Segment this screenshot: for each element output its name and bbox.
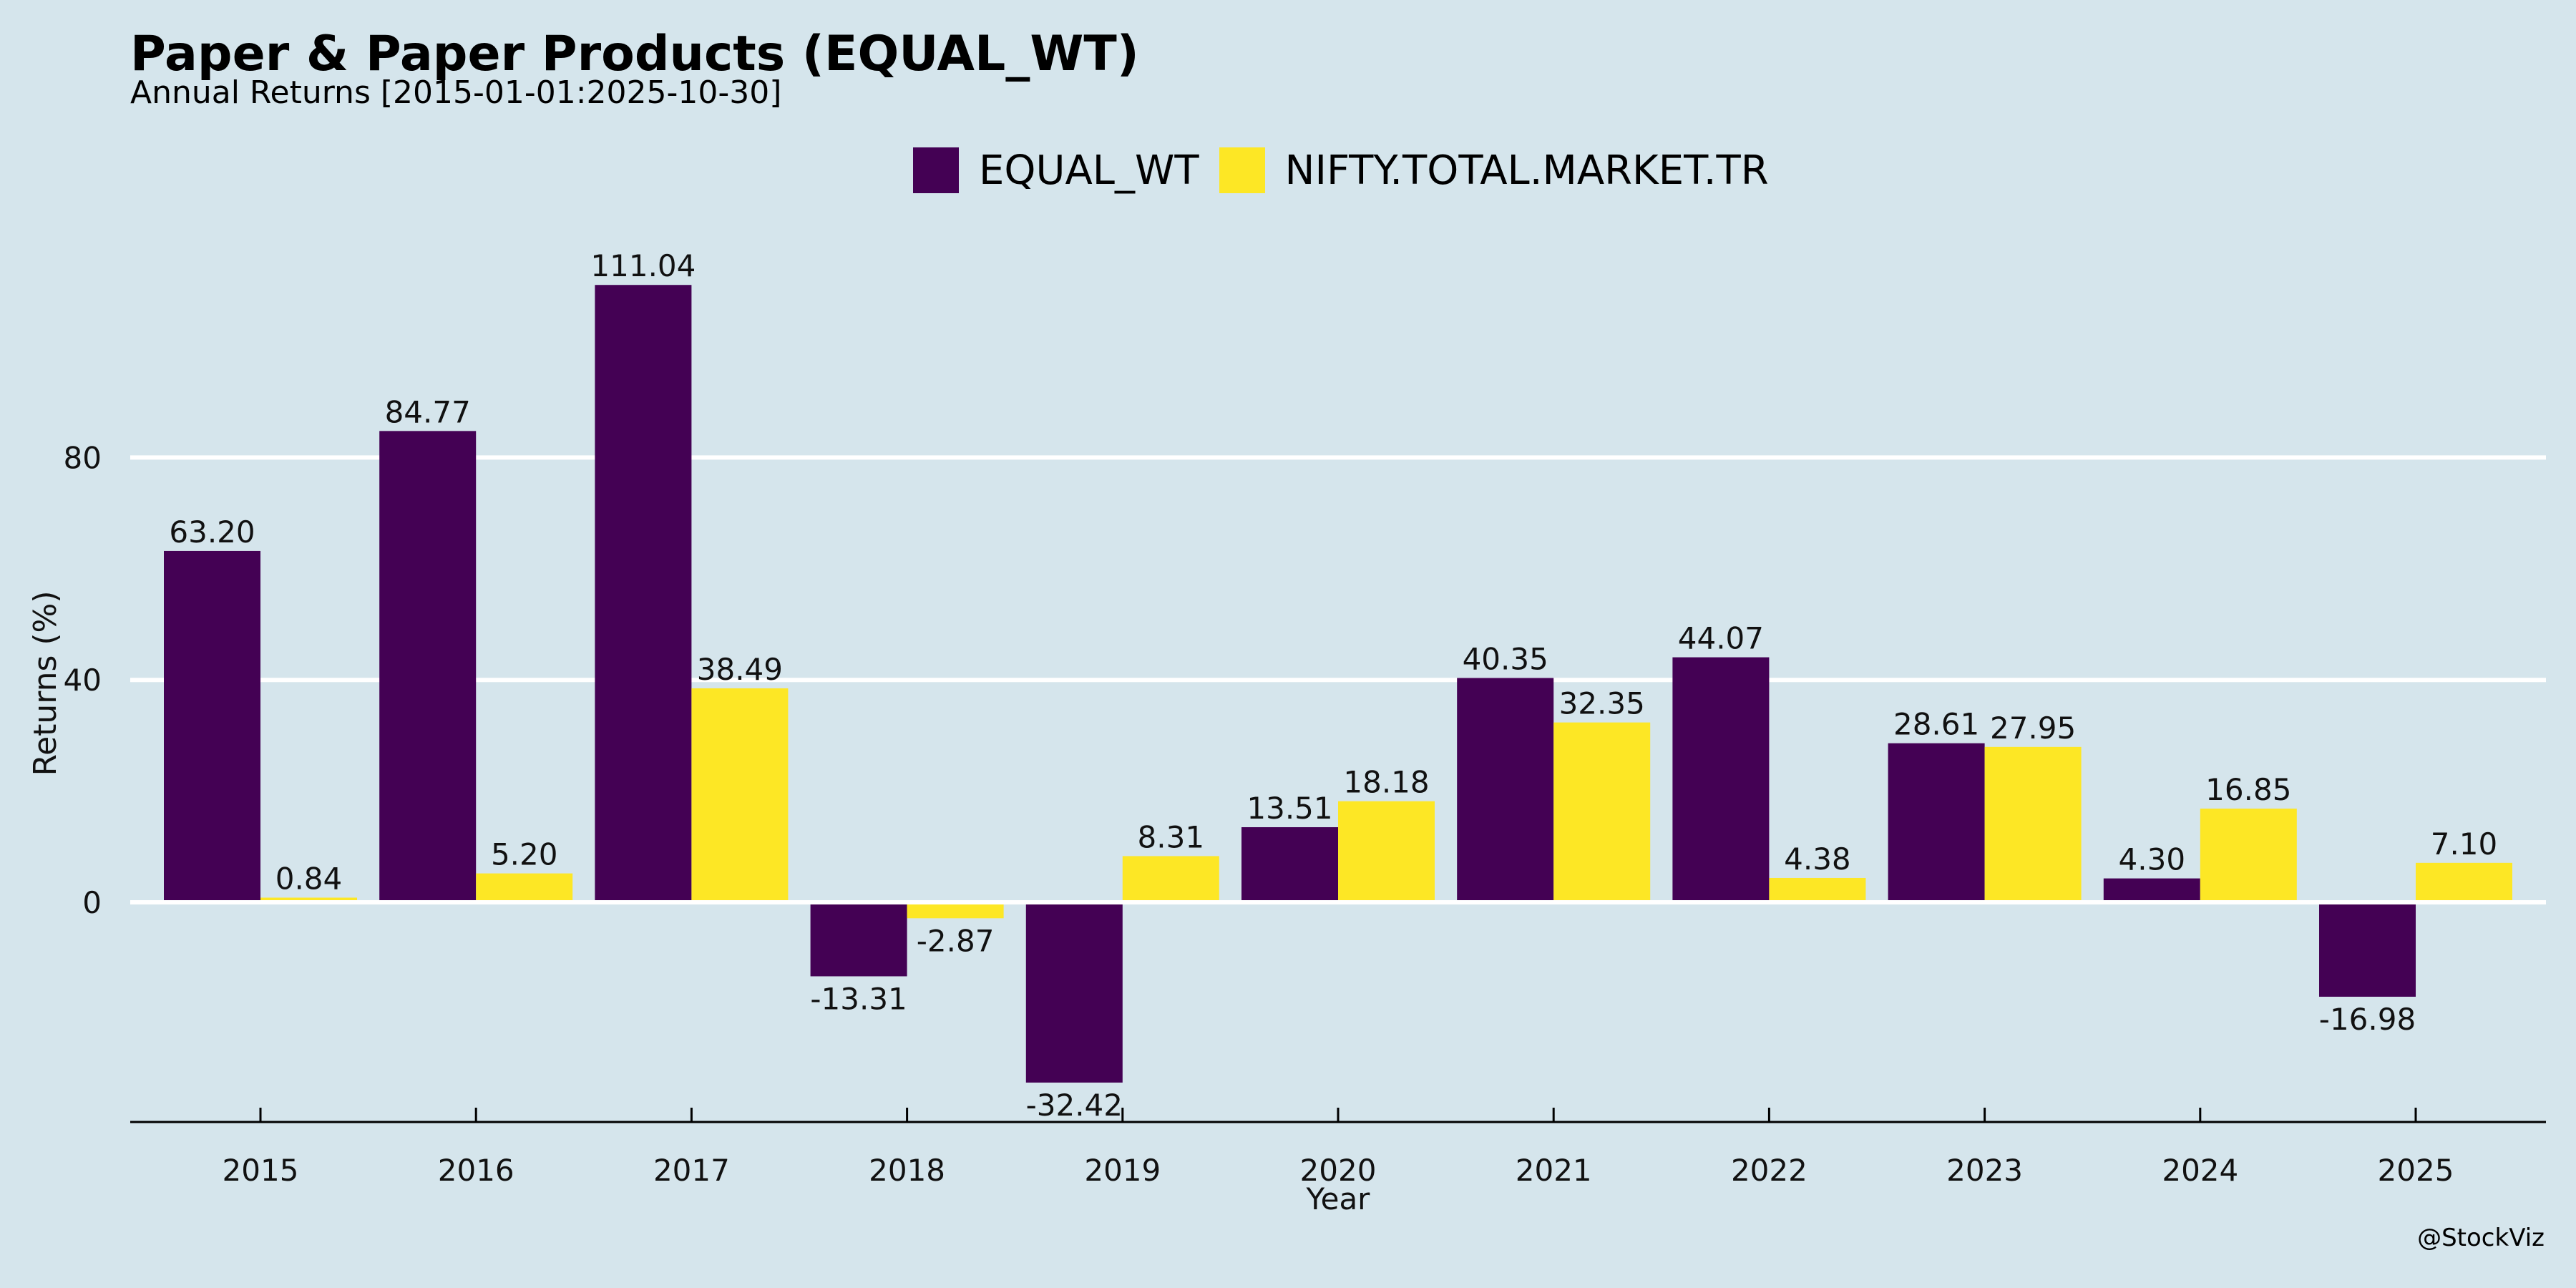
data-label-equal-wt: 84.77 (385, 394, 471, 429)
bar-nifty (1553, 722, 1651, 902)
bar-equal-wt (379, 431, 477, 902)
data-label-equal-wt: 111.04 (590, 248, 696, 283)
data-label-equal-wt: 40.35 (1463, 641, 1548, 676)
data-label-nifty: 4.38 (1784, 841, 1851, 877)
bar-equal-wt (595, 285, 692, 902)
data-label-equal-wt: 63.20 (169, 514, 255, 550)
data-label-nifty: 16.85 (2205, 772, 2291, 807)
legend-swatch-equal-wt (913, 147, 959, 193)
x-tick-label: 2017 (653, 1153, 730, 1188)
bar-equal-wt (164, 550, 260, 902)
chart-title: Paper & Paper Products (EQUAL_WT) (130, 26, 1139, 82)
y-tick-label: 0 (82, 885, 102, 920)
data-label-equal-wt: 4.30 (2119, 842, 2186, 877)
y-tick-label: 80 (64, 440, 102, 475)
bar-equal-wt (810, 902, 907, 977)
legend-label-nifty: NIFTY.TOTAL.MARKET.TR (1284, 147, 1769, 194)
legend-label-equal-wt: EQUAL_WT (979, 147, 1199, 194)
legend-item-nifty: NIFTY.TOTAL.MARKET.TR (1219, 147, 1769, 194)
bar-equal-wt (1025, 902, 1123, 1083)
bar-equal-wt (1672, 657, 1770, 902)
data-label-equal-wt: -32.42 (1026, 1088, 1123, 1123)
x-tick-label: 2022 (1731, 1153, 1807, 1188)
data-label-nifty: 18.18 (1343, 765, 1429, 800)
data-label-nifty: 38.49 (697, 652, 783, 687)
bar-nifty (2416, 862, 2512, 902)
data-label-nifty: 8.31 (1138, 819, 1205, 854)
legend-swatch-nifty (1219, 147, 1265, 193)
data-label-equal-wt: -16.98 (2319, 1002, 2416, 1037)
data-label-equal-wt: 28.61 (1893, 707, 1979, 742)
bar-nifty (2200, 809, 2297, 902)
data-label-equal-wt: -13.31 (810, 981, 907, 1016)
x-tick-label: 2016 (438, 1153, 514, 1188)
data-label-equal-wt: 13.51 (1246, 791, 1332, 826)
y-axis-title: Returns (%) (27, 590, 64, 776)
data-label-nifty: 0.84 (275, 861, 343, 896)
bar-equal-wt (1888, 743, 1985, 902)
x-tick-label: 2020 (1300, 1153, 1377, 1188)
data-label-nifty: 7.10 (2431, 826, 2498, 862)
data-label-nifty: 5.20 (491, 837, 558, 872)
watermark: @StockViz (2417, 1224, 2545, 1252)
bar-nifty (1122, 856, 1219, 902)
bar-equal-wt (1457, 678, 1554, 902)
x-tick-label: 2021 (1516, 1153, 1592, 1188)
chart-subtitle: Annual Returns [2015-01-01:2025-10-30] (130, 74, 782, 111)
bar-equal-wt (2319, 902, 2416, 997)
x-tick-label: 2015 (223, 1153, 299, 1188)
x-tick-label: 2025 (2378, 1153, 2454, 1188)
bar-nifty (476, 873, 573, 902)
x-tick-label: 2024 (2162, 1153, 2238, 1188)
bar-equal-wt (2103, 878, 2200, 902)
x-tick-label: 2018 (869, 1153, 945, 1188)
bar-nifty (260, 897, 357, 902)
x-tick-label: 2023 (1946, 1153, 2023, 1188)
x-axis-title: Year (1306, 1181, 1371, 1216)
legend: EQUAL_WT NIFTY.TOTAL.MARKET.TR (913, 146, 1789, 195)
legend-item-equal-wt: EQUAL_WT (913, 147, 1199, 194)
bar-nifty (1984, 746, 2082, 902)
bar-nifty (1338, 801, 1435, 902)
data-label-nifty: -2.87 (917, 923, 995, 958)
bar-nifty (691, 688, 789, 902)
data-label-nifty: 27.95 (1990, 711, 2076, 746)
bar-nifty (907, 902, 1004, 919)
y-tick-label: 40 (64, 663, 102, 698)
bar-equal-wt (1241, 827, 1338, 902)
x-tick-label: 2019 (1084, 1153, 1161, 1188)
bar-nifty (1769, 877, 1866, 902)
data-label-nifty: 32.35 (1559, 686, 1645, 721)
data-label-equal-wt: 44.07 (1678, 621, 1764, 656)
